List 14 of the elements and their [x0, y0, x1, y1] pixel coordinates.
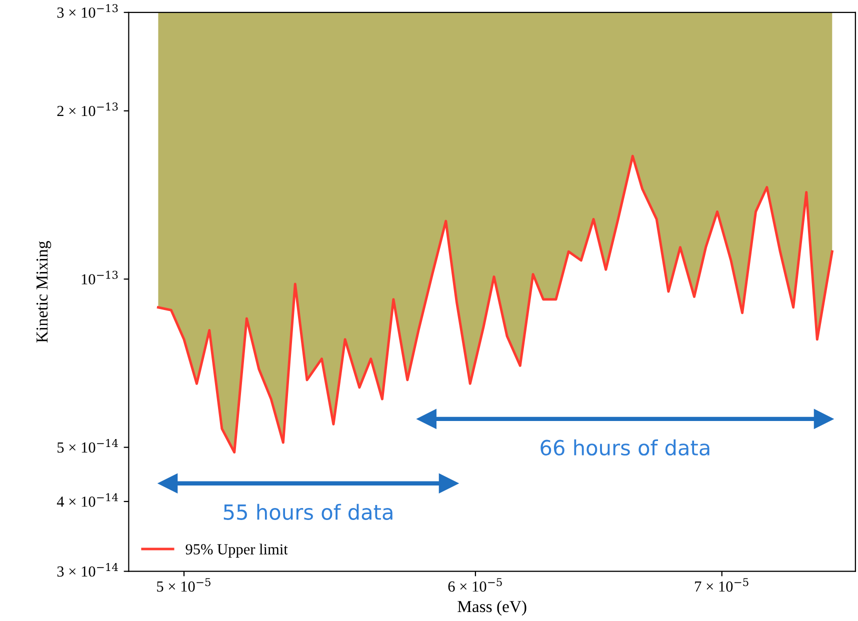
annotation: 55 hours of data: [224, 504, 392, 520]
y-tick-label: 3 × 10$^{−13}$: [57, 4, 118, 18]
y-axis-title: Kinetic Mixing: [36, 241, 52, 343]
x-tick-label: 7 × 10$^{−5}$: [695, 578, 748, 592]
annotation: 66 hours of data: [540, 439, 710, 456]
y-tick-label: 3 × 10$^{−14}$: [57, 563, 118, 577]
y-tick-label: 2 × 10$^{−13}$: [57, 102, 118, 116]
x-tick-label: 5 × 10$^{−5}$: [157, 578, 210, 592]
y-tick-label: 4 × 10$^{−14}$: [56, 493, 118, 507]
y-tick-label: 5 × 10$^{−14}$: [58, 439, 118, 453]
legend-label: 95% Upper limit: [186, 544, 288, 558]
x-axis-title: Mass (eV): [458, 600, 526, 616]
x-tick-label: 6 × 10$^{−5}$: [448, 578, 502, 592]
y-tick-label: 10$^{−13}$: [82, 270, 118, 284]
